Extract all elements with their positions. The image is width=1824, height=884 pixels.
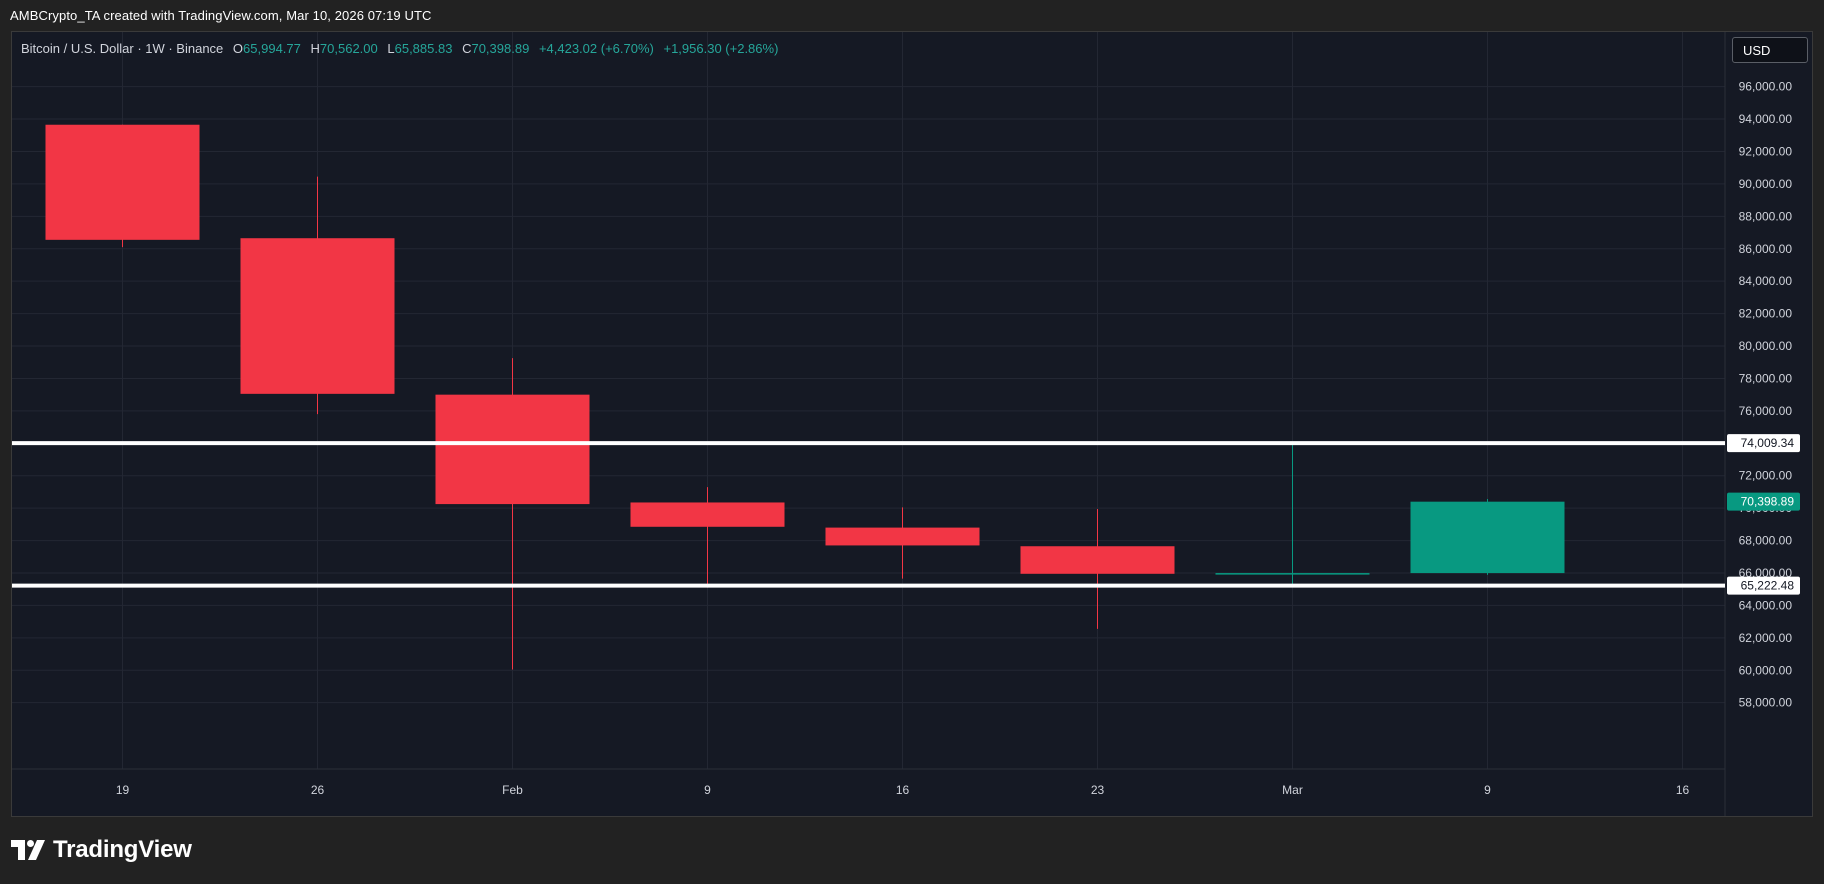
y-tick-label: 68,000.00 (1739, 534, 1793, 548)
tradingview-logo[interactable]: TradingView (11, 836, 192, 864)
candle-body[interactable] (630, 502, 785, 527)
open-value: 65,994.77 (243, 41, 301, 56)
currency-button[interactable]: USD (1732, 37, 1808, 63)
x-tick-label: Feb (502, 783, 523, 797)
high-value: 70,562.00 (319, 41, 378, 56)
y-tick-label: 90,000.00 (1739, 177, 1793, 191)
tradingview-brand-text: TradingView (53, 836, 192, 863)
y-tick-label: 58,000.00 (1739, 696, 1793, 710)
level-label: 74,009.34 (1741, 436, 1795, 450)
low-label: L (387, 41, 395, 56)
attribution-text: AMBCrypto_TA created with TradingView.co… (10, 8, 432, 23)
y-tick-label: 72,000.00 (1739, 469, 1793, 483)
y-tick-label: 60,000.00 (1739, 663, 1793, 677)
change2-value: +1,956.30 (+2.86%) (663, 41, 779, 56)
open-label: O (232, 41, 244, 56)
x-tick-label: 23 (1091, 783, 1105, 797)
x-tick-label: Mar (1282, 783, 1303, 797)
chart-area[interactable]: 58,000.00 60,000.00 62,000.00 64,000.00 66,0… (11, 31, 1813, 817)
y-tick-label: 82,000.00 (1739, 307, 1793, 321)
x-tick-label: 9 (1484, 783, 1491, 797)
tradingview-logo-icon (11, 840, 45, 860)
close-value: 70,398.89 (471, 41, 530, 56)
close-label: C (462, 41, 472, 56)
candle-body[interactable] (435, 394, 590, 505)
x-tick-label: 16 (896, 783, 910, 797)
change-value: +4,423.02 (+6.70%) (538, 41, 654, 56)
y-tick-label: 86,000.00 (1739, 242, 1793, 256)
last-price-label: 70,398.89 (1741, 495, 1795, 509)
candle-body[interactable] (45, 124, 200, 240)
candle-body[interactable] (1020, 546, 1175, 574)
candle-body[interactable] (1215, 573, 1370, 575)
candle-body[interactable] (825, 527, 980, 546)
low-value: 65,885.83 (394, 41, 453, 56)
symbol-legend: Bitcoin / U.S. Dollar · 1W · Binance O65… (21, 41, 778, 56)
y-tick-label: 78,000.00 (1739, 371, 1793, 385)
symbol-title[interactable]: Bitcoin / U.S. Dollar · 1W · Binance (21, 41, 224, 56)
y-tick-label: 84,000.00 (1739, 274, 1793, 288)
level-label-badge (1727, 434, 1800, 453)
y-tick-label: 64,000.00 (1739, 598, 1793, 612)
x-tick-label: 26 (311, 783, 325, 797)
high-label: H (310, 41, 320, 56)
x-tick-label: 16 (1676, 783, 1690, 797)
x-tick-label: 19 (116, 783, 130, 797)
x-tick-label: 9 (704, 783, 711, 797)
level-label-badge (1727, 576, 1800, 595)
y-tick-label: 66,000.00 (1739, 566, 1793, 580)
price-chart[interactable]: 58,000.00 60,000.00 62,000.00 64,000.00 66,0… (12, 32, 1812, 816)
candle-body[interactable] (240, 238, 395, 394)
last-price-badge (1727, 492, 1800, 511)
y-tick-label: 80,000.00 (1739, 339, 1793, 353)
candle-body[interactable] (1410, 501, 1565, 574)
y-tick-label: 92,000.00 (1739, 144, 1793, 158)
level-label: 65,222.48 (1741, 579, 1795, 593)
y-tick-label: 76,000.00 (1739, 404, 1793, 418)
y-tick-label: 94,000.00 (1739, 112, 1793, 126)
y-tick-label: 88,000.00 (1739, 209, 1793, 223)
y-tick-label: 62,000.00 (1739, 631, 1793, 645)
y-tick-label: 96,000.00 (1739, 80, 1793, 94)
